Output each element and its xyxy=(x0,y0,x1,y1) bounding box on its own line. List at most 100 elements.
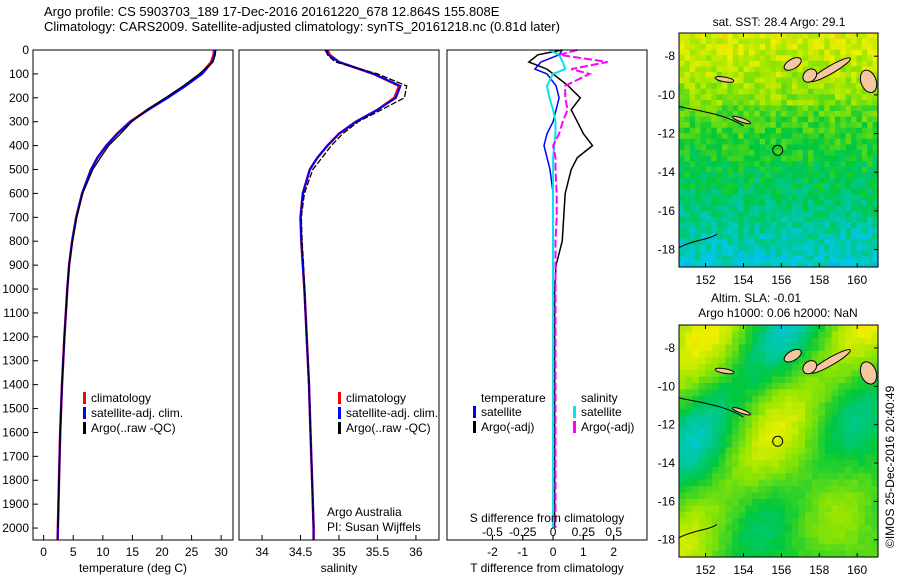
map-cell xyxy=(725,460,733,468)
map-cell xyxy=(856,88,863,95)
map-cell xyxy=(759,72,766,79)
map-cell xyxy=(765,460,773,468)
map-cell xyxy=(705,376,713,384)
map-cell xyxy=(791,486,799,494)
map-cell xyxy=(705,473,713,481)
map-cell xyxy=(679,261,685,268)
map-cell xyxy=(718,344,727,352)
map-cell xyxy=(718,350,727,358)
map-cell xyxy=(748,88,755,95)
map-cell xyxy=(872,189,879,196)
map-cell xyxy=(775,33,782,40)
map-cell xyxy=(698,518,707,526)
map-cell xyxy=(770,99,777,107)
map-cell xyxy=(738,460,746,468)
map-cell xyxy=(829,77,836,84)
map-cell xyxy=(711,166,718,173)
map-cell xyxy=(732,222,739,229)
map-cell xyxy=(705,453,713,461)
map-cell xyxy=(831,337,839,345)
map-cell xyxy=(834,211,841,218)
map-cell xyxy=(732,383,740,391)
map-cell xyxy=(813,233,820,240)
map-cell xyxy=(689,33,696,40)
map-cell xyxy=(684,138,691,146)
map-cell xyxy=(751,383,760,391)
land-mass xyxy=(783,348,802,363)
map-cell xyxy=(818,255,825,263)
map-cell xyxy=(684,60,691,68)
map-cell xyxy=(765,408,773,416)
map-cell xyxy=(798,325,806,333)
map-cell xyxy=(716,127,723,134)
map-cell xyxy=(725,511,733,519)
map-cell xyxy=(698,550,707,558)
map-cell xyxy=(802,105,809,112)
map-cell xyxy=(700,155,707,162)
map-cell xyxy=(692,370,700,378)
map-cell xyxy=(856,72,863,79)
map-cell xyxy=(771,421,780,429)
map-cell xyxy=(838,421,846,429)
map-cell xyxy=(705,55,712,62)
map-cell xyxy=(785,337,793,345)
map-cell xyxy=(811,550,819,558)
map-cell xyxy=(770,122,777,129)
map-cell xyxy=(797,116,804,123)
map-cell xyxy=(813,205,820,212)
map-cell xyxy=(786,111,793,118)
map-cell xyxy=(732,233,739,240)
map-cell xyxy=(758,428,766,436)
map-cell xyxy=(685,357,693,365)
map-cell xyxy=(851,486,859,494)
legend-label: Argo(-adj) xyxy=(481,420,534,434)
map-cell xyxy=(829,177,836,185)
map-cell xyxy=(808,161,815,168)
y-tick-label: -10 xyxy=(658,88,676,102)
map-cell xyxy=(829,55,836,62)
map-cell xyxy=(834,155,841,162)
map-cell xyxy=(824,183,831,190)
map-cell xyxy=(840,166,847,173)
map-cell xyxy=(798,370,806,378)
map-cell xyxy=(829,150,836,157)
map-cell xyxy=(692,415,700,423)
map-cell xyxy=(698,441,707,449)
map-cell xyxy=(838,531,846,539)
map-cell xyxy=(695,105,702,112)
map-cell xyxy=(748,83,755,90)
map-cell xyxy=(829,122,836,129)
map-cell xyxy=(818,239,825,246)
map-cell xyxy=(771,395,780,403)
map-cell xyxy=(791,511,799,519)
map-cell xyxy=(798,415,806,423)
map-cell xyxy=(738,473,746,481)
map-cell xyxy=(831,466,839,474)
map-cell xyxy=(818,127,825,134)
map-cell xyxy=(732,155,739,162)
map-cell xyxy=(754,138,761,146)
map-cell xyxy=(813,216,820,224)
map-cell xyxy=(732,44,739,51)
map-cell xyxy=(722,233,729,240)
map-cell xyxy=(770,116,777,123)
map-cell xyxy=(778,370,786,378)
map-cell xyxy=(745,344,753,352)
map-cell xyxy=(840,94,847,101)
map-cell xyxy=(684,77,691,84)
map-cell xyxy=(711,144,718,151)
map-cell xyxy=(727,228,734,235)
map-cell xyxy=(700,99,707,107)
map-cell xyxy=(791,205,798,212)
map-cell xyxy=(759,183,766,190)
map-cell xyxy=(771,492,780,500)
map-cell xyxy=(797,233,804,240)
map-cell xyxy=(808,49,815,56)
map-cell xyxy=(695,38,702,45)
map-cell xyxy=(811,383,819,391)
map-cell xyxy=(748,33,755,40)
map-cell xyxy=(818,544,826,552)
map-cell xyxy=(722,116,729,123)
map-cell xyxy=(689,183,696,190)
map-cell xyxy=(840,133,847,140)
